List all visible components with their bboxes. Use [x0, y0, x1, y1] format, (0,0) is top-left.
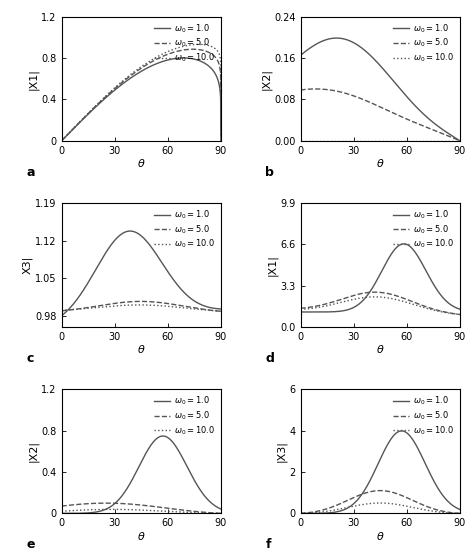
Y-axis label: |X1|: |X1|	[267, 254, 278, 276]
Legend: $\omega_0 = 1.0$, $\omega_0 = 5.0$, $\omega_0 = 10.0$: $\omega_0 = 1.0$, $\omega_0 = 5.0$, $\om…	[391, 207, 456, 252]
Y-axis label: |X2|: |X2|	[261, 68, 272, 89]
Y-axis label: X3|: X3|	[22, 256, 33, 274]
X-axis label: $\theta$: $\theta$	[376, 157, 384, 169]
Text: b: b	[265, 166, 274, 179]
Text: e: e	[27, 538, 35, 551]
X-axis label: $\theta$: $\theta$	[137, 343, 146, 355]
Text: a: a	[27, 166, 35, 179]
Text: d: d	[265, 352, 274, 365]
Legend: $\omega_0 = 1.0$, $\omega_0 = 5.0$, $\omega_0 = 10.0$: $\omega_0 = 1.0$, $\omega_0 = 5.0$, $\om…	[152, 207, 217, 252]
Legend: $\omega_0 = 1.0$, $\omega_0 = 5.0$, $\omega_0 = 10.0$: $\omega_0 = 1.0$, $\omega_0 = 5.0$, $\om…	[391, 21, 456, 66]
Y-axis label: |X3|: |X3|	[276, 440, 287, 462]
X-axis label: $\theta$: $\theta$	[137, 157, 146, 169]
Y-axis label: |X2|: |X2|	[28, 440, 38, 462]
Legend: $\omega_0 = 1.0$, $\omega_0 = 5.0$, $\omega_0 = 10.0$: $\omega_0 = 1.0$, $\omega_0 = 5.0$, $\om…	[152, 394, 217, 438]
Legend: $\omega_0 = 1.0$, $\omega_0 = 5.0$, $\omega_0 = 10.0$: $\omega_0 = 1.0$, $\omega_0 = 5.0$, $\om…	[391, 394, 456, 438]
Legend: $\omega_0 = 1.0$, $\omega_0 = 5.0$, $\omega_0 = 10.0$: $\omega_0 = 1.0$, $\omega_0 = 5.0$, $\om…	[152, 21, 217, 66]
Text: c: c	[27, 352, 34, 365]
X-axis label: $\theta$: $\theta$	[137, 529, 146, 542]
Text: f: f	[265, 538, 271, 551]
Y-axis label: |X1|: |X1|	[28, 68, 38, 89]
X-axis label: $\theta$: $\theta$	[376, 529, 384, 542]
X-axis label: $\theta$: $\theta$	[376, 343, 384, 355]
